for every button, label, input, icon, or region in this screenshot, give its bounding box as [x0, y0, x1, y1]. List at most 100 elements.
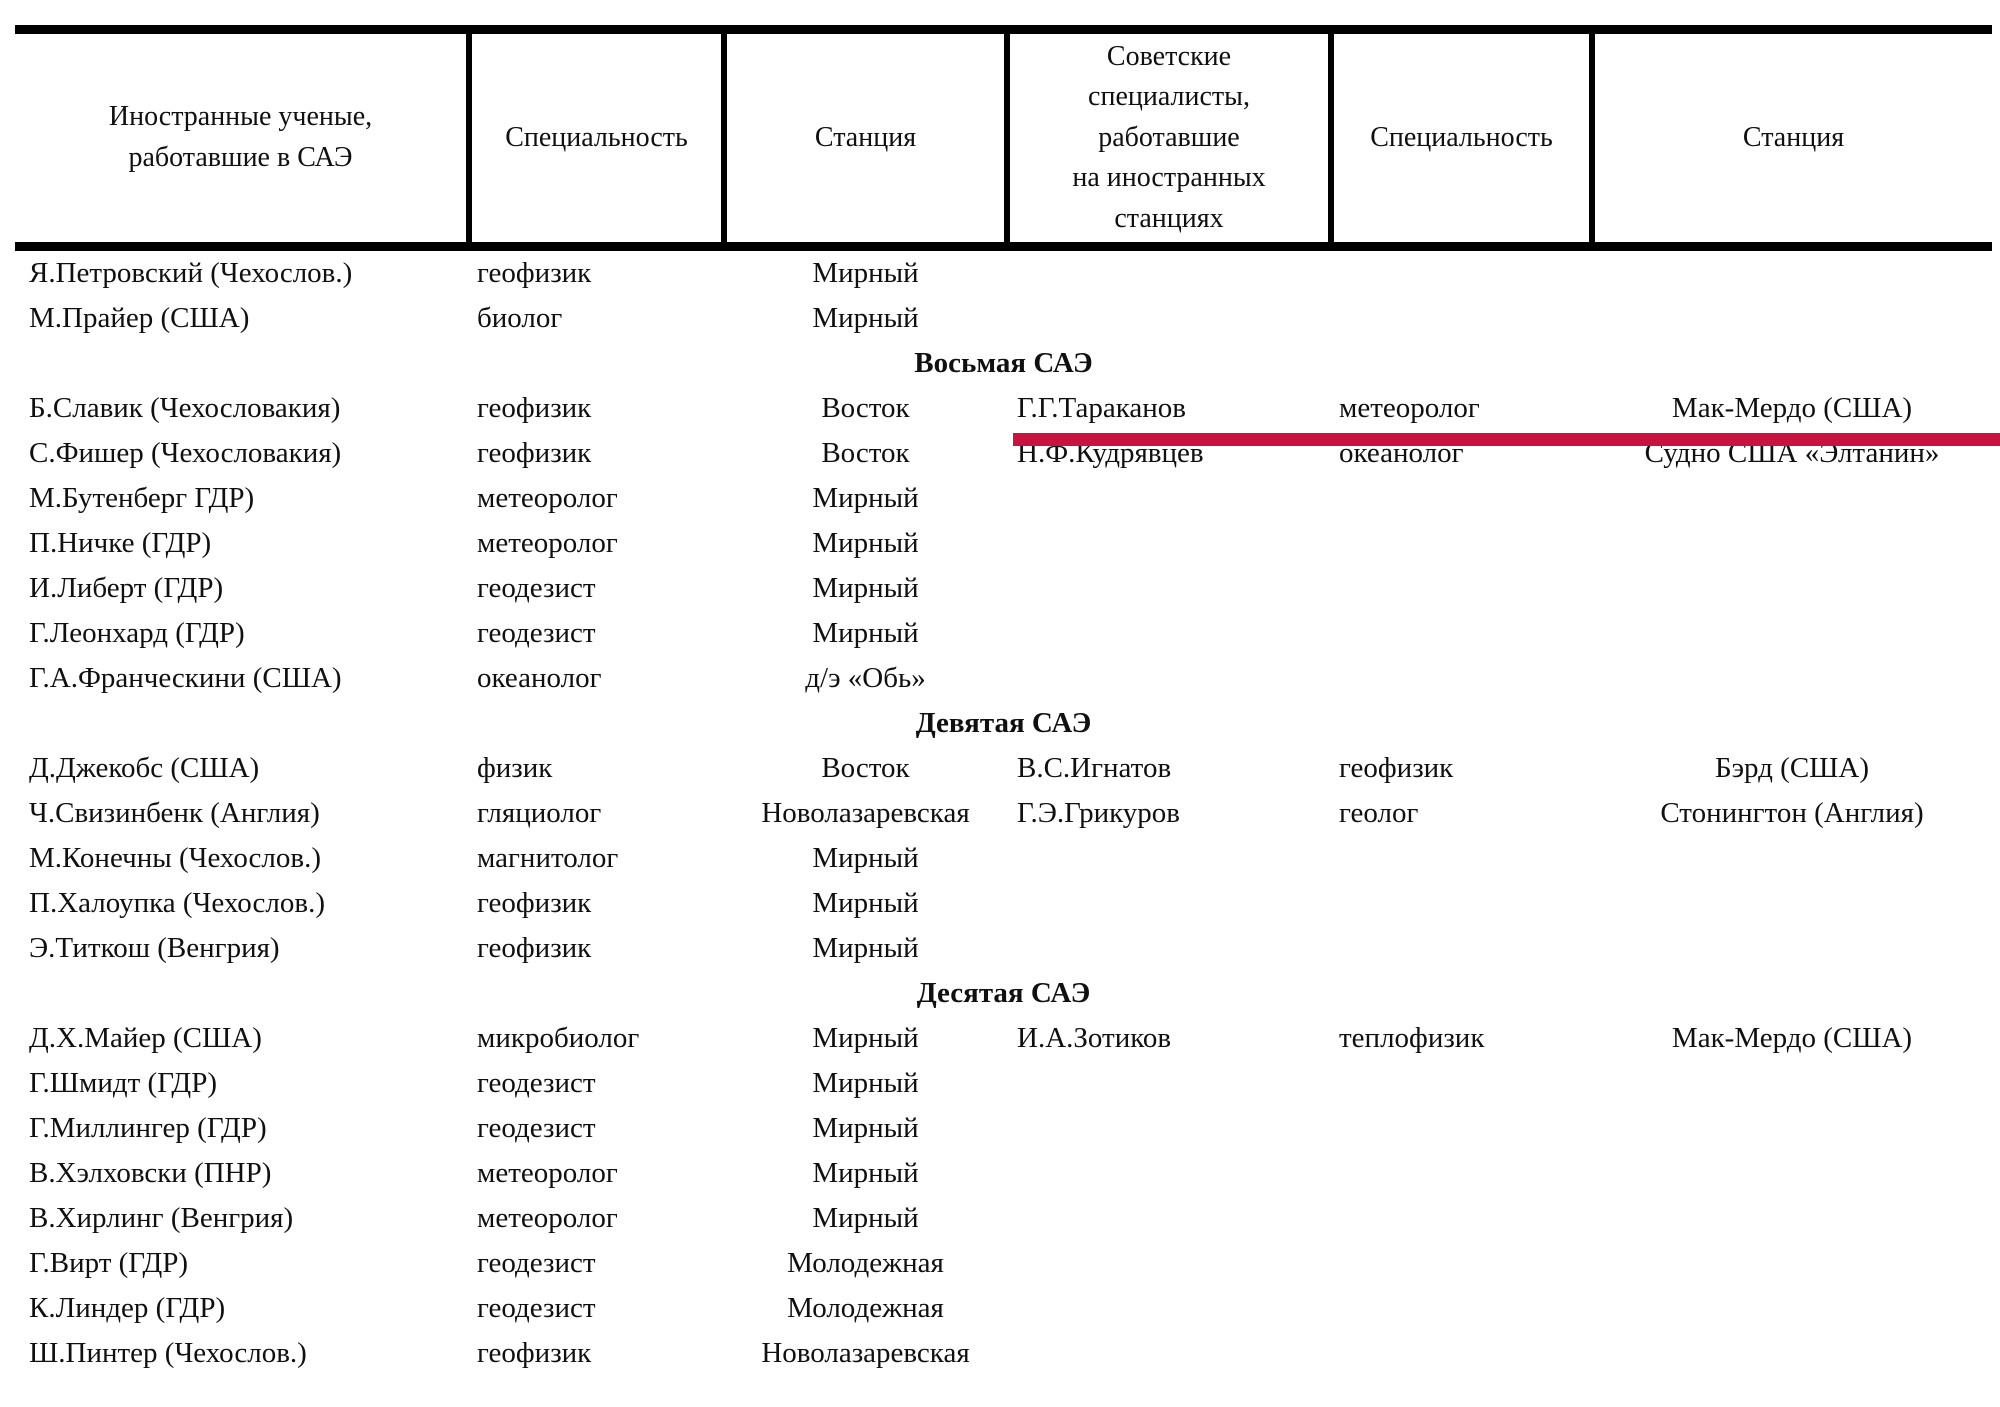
- foreign-scientist-cell: В.Хирлинг (Венгрия): [29, 1202, 294, 1234]
- station-cell: Бэрд (США): [1714, 752, 1870, 784]
- station-cell: [1592, 836, 1992, 881]
- table-row: Э.Титкош (Венгрия) геофизик Мирный: [15, 926, 1992, 971]
- station-cell: Восток: [821, 392, 910, 424]
- station-cell: [1592, 1241, 1992, 1286]
- specialty-cell: [1331, 1196, 1592, 1241]
- soviet-specialist-cell: [1007, 926, 1331, 971]
- station-cell: [1592, 476, 1992, 521]
- station-cell: [1592, 1331, 1992, 1376]
- foreign-scientist-cell: Г.Вирт (ГДР): [29, 1247, 189, 1279]
- specialty-cell: геофизик: [477, 392, 592, 424]
- station-cell: Мирный: [812, 302, 919, 334]
- station-cell: Мирный: [812, 1022, 919, 1054]
- station-cell: [1592, 566, 1992, 611]
- soviet-specialist-cell: Г.Э.Грикуров: [1017, 797, 1180, 829]
- table-row: Г.Миллингер (ГДР) геодезист Мирный: [15, 1106, 1992, 1151]
- soviet-specialist-cell: [1007, 566, 1331, 611]
- station-cell: [1592, 1151, 1992, 1196]
- table-row: К.Линдер (ГДР) геодезист Молодежная: [15, 1286, 1992, 1331]
- station-cell: Мак-Мердо (США): [1671, 392, 1913, 424]
- specialty-cell: [1331, 521, 1592, 566]
- soviet-specialist-cell: [1007, 656, 1331, 701]
- col-header-specialty-left: Специальность: [466, 25, 724, 251]
- table-row: И.Либерт (ГДР) геодезист Мирный: [15, 566, 1992, 611]
- foreign-scientist-cell: П.Ничке (ГДР): [29, 527, 212, 559]
- station-cell: Мирный: [812, 932, 919, 964]
- soviet-specialist-cell: [1007, 1151, 1331, 1196]
- table-row: Г.Леонхард (ГДР) геодезист Мирный: [15, 611, 1992, 656]
- foreign-scientist-cell: Б.Славик (Чехословакия): [29, 392, 341, 424]
- specialty-cell: геолог: [1339, 797, 1419, 829]
- foreign-scientist-cell: Я.Петровский (Чехослов.): [29, 257, 353, 289]
- col-header-specialty-right: Специальность: [1328, 25, 1592, 251]
- table-body: Я.Петровский (Чехослов.) геофизик Мирный М.…: [15, 247, 1992, 1377]
- station-cell: Восток: [821, 437, 910, 469]
- station-cell: Новолазаревская: [761, 1337, 970, 1369]
- specialty-cell: геофизик: [477, 437, 592, 469]
- specialty-cell: [1331, 296, 1592, 341]
- station-cell: Мирный: [812, 1112, 919, 1144]
- table-row: М.Конечны (Чехослов.) магнитолог Мирный: [15, 836, 1992, 881]
- soviet-specialist-cell: В.С.Игнатов: [1017, 752, 1172, 784]
- table-row: Д.Джекобс (США) физик Восток В.С.Игнатов гео…: [15, 746, 1992, 791]
- station-cell: [1592, 611, 1992, 656]
- foreign-scientist-cell: И.Либерт (ГДР): [29, 572, 224, 604]
- station-cell: [1592, 247, 1992, 297]
- col-header-station-right: Станция: [1589, 25, 1992, 251]
- table-row-highlighted: Б.Славик (Чехословакия) геофизик Восток Г.Г…: [15, 386, 1992, 431]
- specialty-cell: [1331, 476, 1592, 521]
- sae-participants-table: Иностранные ученые, работавшие в САЭ Спе…: [15, 25, 1992, 1376]
- station-cell: [1592, 1286, 1992, 1331]
- specialty-cell: геофизик: [1339, 752, 1454, 784]
- specialty-cell: [1331, 926, 1592, 971]
- soviet-specialist-cell: [1007, 1286, 1331, 1331]
- specialty-cell: [1331, 656, 1592, 701]
- table-row: П.Ничке (ГДР) метеоролог Мирный: [15, 521, 1992, 566]
- station-cell: Восток: [821, 752, 910, 784]
- soviet-specialist-cell: [1007, 881, 1331, 926]
- specialty-cell: метеоролог: [477, 1202, 618, 1234]
- specialty-cell: гляциолог: [477, 797, 602, 829]
- soviet-specialist-cell: [1007, 611, 1331, 656]
- specialty-cell: геодезист: [477, 1292, 596, 1324]
- station-cell: Молодежная: [787, 1247, 944, 1279]
- specialty-cell: [1331, 1106, 1592, 1151]
- header-row: Иностранные ученые, работавшие в САЭ Спе…: [15, 25, 1992, 251]
- station-cell: [1592, 296, 1992, 341]
- specialty-cell: физик: [477, 752, 553, 784]
- specialty-cell: [1331, 881, 1592, 926]
- foreign-scientist-cell: Г.А.Франческини (США): [29, 662, 342, 694]
- table-row: В.Хэлховски (ПНР) метеоролог Мирный: [15, 1151, 1992, 1196]
- specialty-cell: геодезист: [477, 617, 596, 649]
- station-cell: Мирный: [812, 572, 919, 604]
- table-row: Я.Петровский (Чехослов.) геофизик Мирный: [15, 247, 1992, 297]
- specialty-cell: [1331, 611, 1592, 656]
- soviet-specialist-cell: [1007, 296, 1331, 341]
- table-row: Д.Х.Майер (США) микробиолог Мирный И.А.Зоти…: [15, 1016, 1992, 1061]
- station-cell: Мирный: [812, 257, 919, 289]
- soviet-specialist-cell: [1007, 1331, 1331, 1376]
- specialty-cell: геофизик: [477, 932, 592, 964]
- section-header-label: Восьмая САЭ: [914, 347, 1093, 379]
- specialty-cell: геофизик: [477, 257, 592, 289]
- station-cell: [1592, 881, 1992, 926]
- soviet-specialist-cell: [1007, 1106, 1331, 1151]
- specialty-cell: метеоролог: [1339, 392, 1480, 424]
- station-cell: Мак-Мердо (США): [1671, 1022, 1913, 1054]
- foreign-scientist-cell: Ш.Пинтер (Чехослов.): [29, 1337, 307, 1369]
- station-cell: [1592, 1106, 1992, 1151]
- soviet-specialist-cell: [1007, 1241, 1331, 1286]
- foreign-scientist-cell: Д.Х.Майер (США): [29, 1022, 262, 1054]
- station-cell: [1592, 521, 1992, 566]
- specialty-cell: геодезист: [477, 1247, 596, 1279]
- station-cell: Мирный: [812, 887, 919, 919]
- section-header-label: Девятая САЭ: [915, 707, 1092, 739]
- table-row: П.Халоупка (Чехослов.) геофизик Мирный: [15, 881, 1992, 926]
- section-header-row: Восьмая САЭ: [15, 341, 1992, 386]
- specialty-cell: [1331, 566, 1592, 611]
- specialty-cell: [1331, 1151, 1592, 1196]
- foreign-scientist-cell: Д.Джекобс (США): [29, 752, 260, 784]
- foreign-scientist-cell: Г.Шмидт (ГДР): [29, 1067, 217, 1099]
- foreign-scientist-cell: М.Прайер (США): [29, 302, 250, 334]
